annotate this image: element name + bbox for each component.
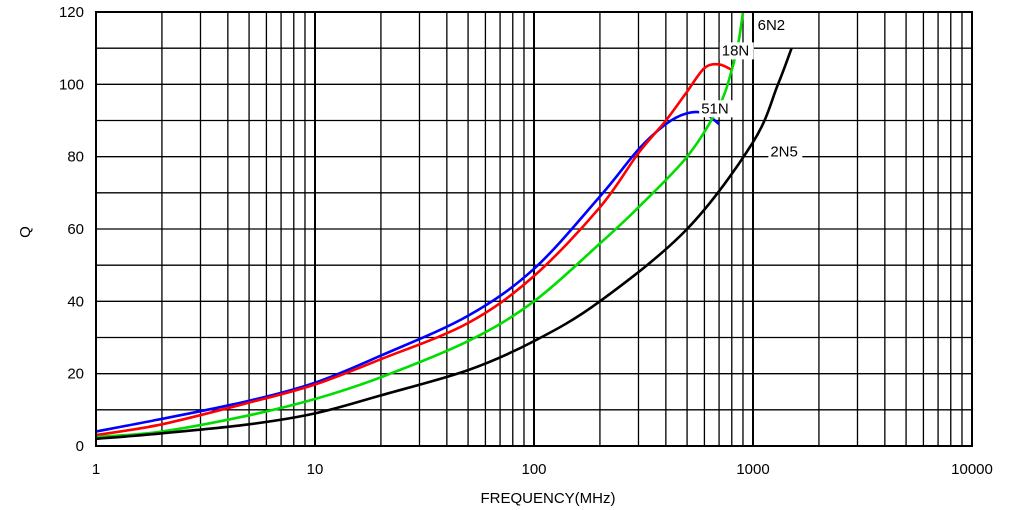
x-tick-label: 10 — [307, 461, 324, 478]
series-line-51n — [95, 110, 720, 433]
series-label-background — [699, 100, 734, 118]
series-line-6n2 — [95, 11, 745, 439]
y-tick-label: 120 — [59, 4, 84, 21]
x-tick-label: 1 — [92, 461, 100, 478]
x-axis-label: FREQUENCY(MHz) — [481, 490, 616, 507]
series-label-2n5: 2N5 — [770, 144, 798, 161]
y-tick-label: 80 — [67, 149, 84, 166]
series-label-6n2: 6N2 — [758, 17, 786, 34]
series-line-2n5 — [95, 47, 793, 441]
y-tick-label: 0 — [76, 438, 84, 455]
series-label-background — [768, 143, 803, 161]
series-lines — [95, 11, 793, 441]
y-tick-labels: 0 20 40 60 80 100 120 — [59, 4, 84, 455]
y-axis-label: Q — [17, 226, 34, 238]
series-labels: 51N 18N 6N2 2N5 — [699, 17, 803, 161]
y-tick-label: 60 — [67, 221, 84, 238]
series-line-18n — [95, 62, 733, 437]
x-tick-labels: 1 10 100 1000 10000 — [92, 461, 993, 478]
series-label-18n: 18N — [722, 42, 750, 59]
y-tick-label: 100 — [59, 76, 84, 93]
x-tick-label: 10000 — [951, 461, 993, 478]
series-label-background — [719, 42, 754, 60]
y-tick-label: 40 — [67, 293, 84, 310]
x-tick-label: 1000 — [736, 461, 769, 478]
series-label-51n: 51N — [701, 100, 729, 117]
series-label-background — [755, 17, 790, 35]
x-tick-label: 100 — [521, 461, 546, 478]
y-tick-label: 20 — [67, 366, 84, 383]
plot-frame — [95, 11, 973, 447]
grid — [95, 11, 972, 447]
